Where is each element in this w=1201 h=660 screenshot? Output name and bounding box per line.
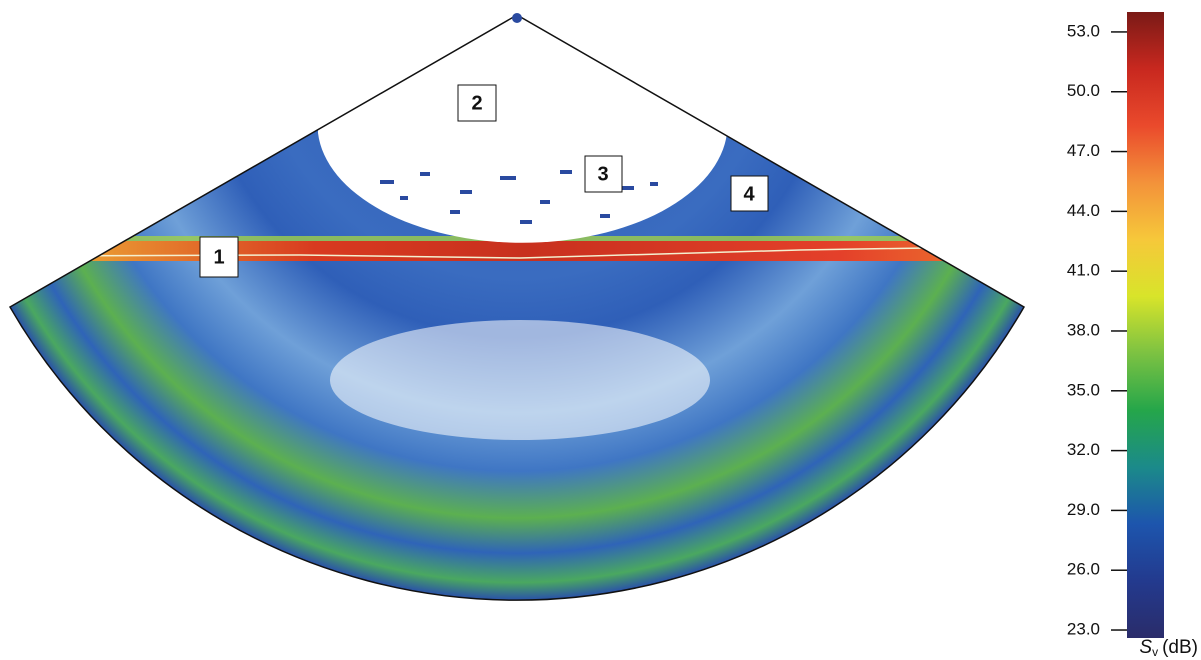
subscript: v: [1152, 645, 1158, 659]
annotation-label: 2: [471, 92, 482, 114]
tick-label: 53.0: [1067, 21, 1100, 40]
tick-label: 44.0: [1067, 201, 1100, 220]
sparse-region: [330, 320, 710, 440]
tick-label: 29.0: [1067, 500, 1100, 519]
tick-label: 41.0: [1067, 261, 1100, 280]
tick-label: 38.0: [1067, 320, 1100, 339]
page: {"chart_data": {"type": "colorbar", "ann…: [0, 0, 1201, 660]
tick-label: 50.0: [1067, 81, 1100, 100]
unit: (dB): [1162, 637, 1198, 658]
annotation-label: 4: [743, 183, 755, 205]
tick-label: 35.0: [1067, 380, 1100, 399]
figure: 1 2 3 4 Sv (dB) 23.0 26.0 29.0 32.0 35.0 38.0 4…: [0, 0, 1201, 660]
clear-zone: [318, 0, 727, 243]
symbol: S: [1139, 637, 1152, 658]
annotation-label: 1: [213, 246, 224, 268]
tick-label: 47.0: [1067, 141, 1100, 160]
tick-label: 23.0: [1067, 620, 1100, 639]
transducer: [512, 13, 522, 23]
colorbar-label: Sv (dB): [1139, 637, 1198, 659]
tick-label: 26.0: [1067, 560, 1100, 579]
annotation-label: 3: [597, 163, 608, 185]
sonar-fan: [0, 0, 1050, 620]
tick-label: 32.0: [1067, 440, 1100, 459]
colorbar: [1127, 12, 1164, 638]
